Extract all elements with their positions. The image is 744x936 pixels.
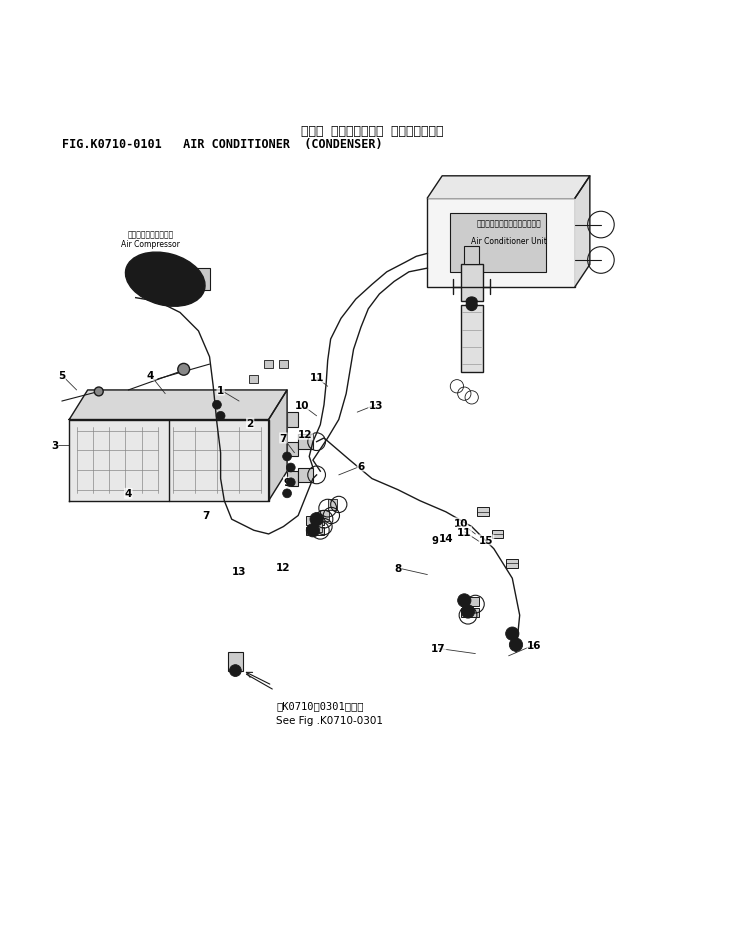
Polygon shape	[427, 177, 590, 198]
Bar	[427, 198, 575, 287]
Bar	[449, 213, 545, 272]
Text: 13: 13	[232, 566, 246, 577]
Text: 13: 13	[368, 401, 383, 410]
Bar	[461, 608, 479, 617]
Polygon shape	[69, 390, 287, 420]
Circle shape	[310, 513, 323, 526]
Bar	[327, 499, 336, 511]
Text: 1: 1	[217, 386, 224, 396]
Circle shape	[286, 478, 295, 487]
Text: 4: 4	[147, 371, 154, 381]
Text: 7: 7	[280, 433, 287, 444]
Text: 12: 12	[276, 563, 291, 573]
Text: See Fig .K0710-0301: See Fig .K0710-0301	[276, 715, 383, 725]
Circle shape	[283, 490, 292, 498]
Text: エアー コンディショナ （コンデンサ）: エアー コンディショナ （コンデンサ）	[301, 125, 443, 138]
Bar	[298, 468, 313, 483]
Bar	[464, 247, 479, 265]
Bar	[507, 560, 519, 568]
Ellipse shape	[466, 298, 477, 306]
Text: 10: 10	[453, 519, 468, 528]
Circle shape	[217, 412, 225, 421]
Circle shape	[458, 594, 471, 607]
Bar	[191, 269, 210, 291]
Text: エアーコンディショナユニット: エアーコンディショナユニット	[476, 219, 541, 228]
Bar	[306, 527, 324, 536]
Circle shape	[229, 665, 241, 677]
Circle shape	[286, 463, 295, 473]
Text: 第K0710－0301図参照: 第K0710－0301図参照	[276, 700, 364, 710]
Ellipse shape	[140, 262, 190, 298]
Bar	[298, 435, 313, 449]
Text: Air Compressor: Air Compressor	[121, 240, 180, 249]
Bar	[287, 413, 298, 428]
Polygon shape	[269, 390, 287, 501]
Bar	[287, 472, 298, 487]
Bar	[461, 598, 479, 607]
Text: 15: 15	[479, 535, 494, 546]
Bar	[313, 521, 322, 533]
Circle shape	[283, 452, 292, 461]
Text: FIG.K0710-0101   AIR CONDITIONER  (CONDENSER): FIG.K0710-0101 AIR CONDITIONER (CONDENSE…	[62, 139, 382, 152]
Text: 8: 8	[394, 563, 402, 574]
Text: 5: 5	[58, 371, 65, 381]
Bar	[306, 517, 324, 525]
Circle shape	[94, 388, 103, 397]
Circle shape	[178, 364, 190, 375]
Text: 14: 14	[438, 534, 453, 543]
Polygon shape	[69, 420, 269, 501]
Text: Air Conditioner Unit: Air Conditioner Unit	[471, 237, 547, 246]
Text: 10: 10	[295, 401, 309, 410]
Bar	[477, 508, 489, 517]
Text: 17: 17	[431, 644, 446, 653]
Ellipse shape	[466, 300, 477, 312]
Circle shape	[510, 638, 522, 651]
Bar	[321, 510, 329, 522]
Text: 9: 9	[283, 477, 291, 488]
Ellipse shape	[126, 253, 205, 307]
Text: 16: 16	[527, 640, 542, 650]
Bar	[492, 530, 504, 539]
Bar	[461, 265, 483, 302]
Text: 3: 3	[51, 441, 58, 451]
Text: 9: 9	[432, 535, 438, 546]
Bar	[279, 361, 288, 369]
Bar	[264, 361, 273, 369]
Circle shape	[461, 606, 475, 619]
Text: 7: 7	[202, 511, 210, 521]
Text: 4: 4	[125, 489, 132, 499]
Bar	[249, 375, 258, 383]
Text: 6: 6	[357, 461, 365, 472]
Bar	[461, 306, 483, 373]
Text: エアーコンプレッサ･: エアーコンプレッサ･	[127, 230, 173, 240]
Polygon shape	[575, 177, 590, 287]
Circle shape	[213, 401, 222, 410]
Bar	[287, 442, 298, 457]
Text: 12: 12	[298, 430, 312, 440]
Circle shape	[307, 524, 320, 537]
Bar	[228, 652, 243, 671]
Circle shape	[506, 627, 519, 640]
Text: 2: 2	[246, 418, 254, 429]
Text: 11: 11	[310, 373, 324, 383]
Text: 11: 11	[457, 527, 472, 537]
